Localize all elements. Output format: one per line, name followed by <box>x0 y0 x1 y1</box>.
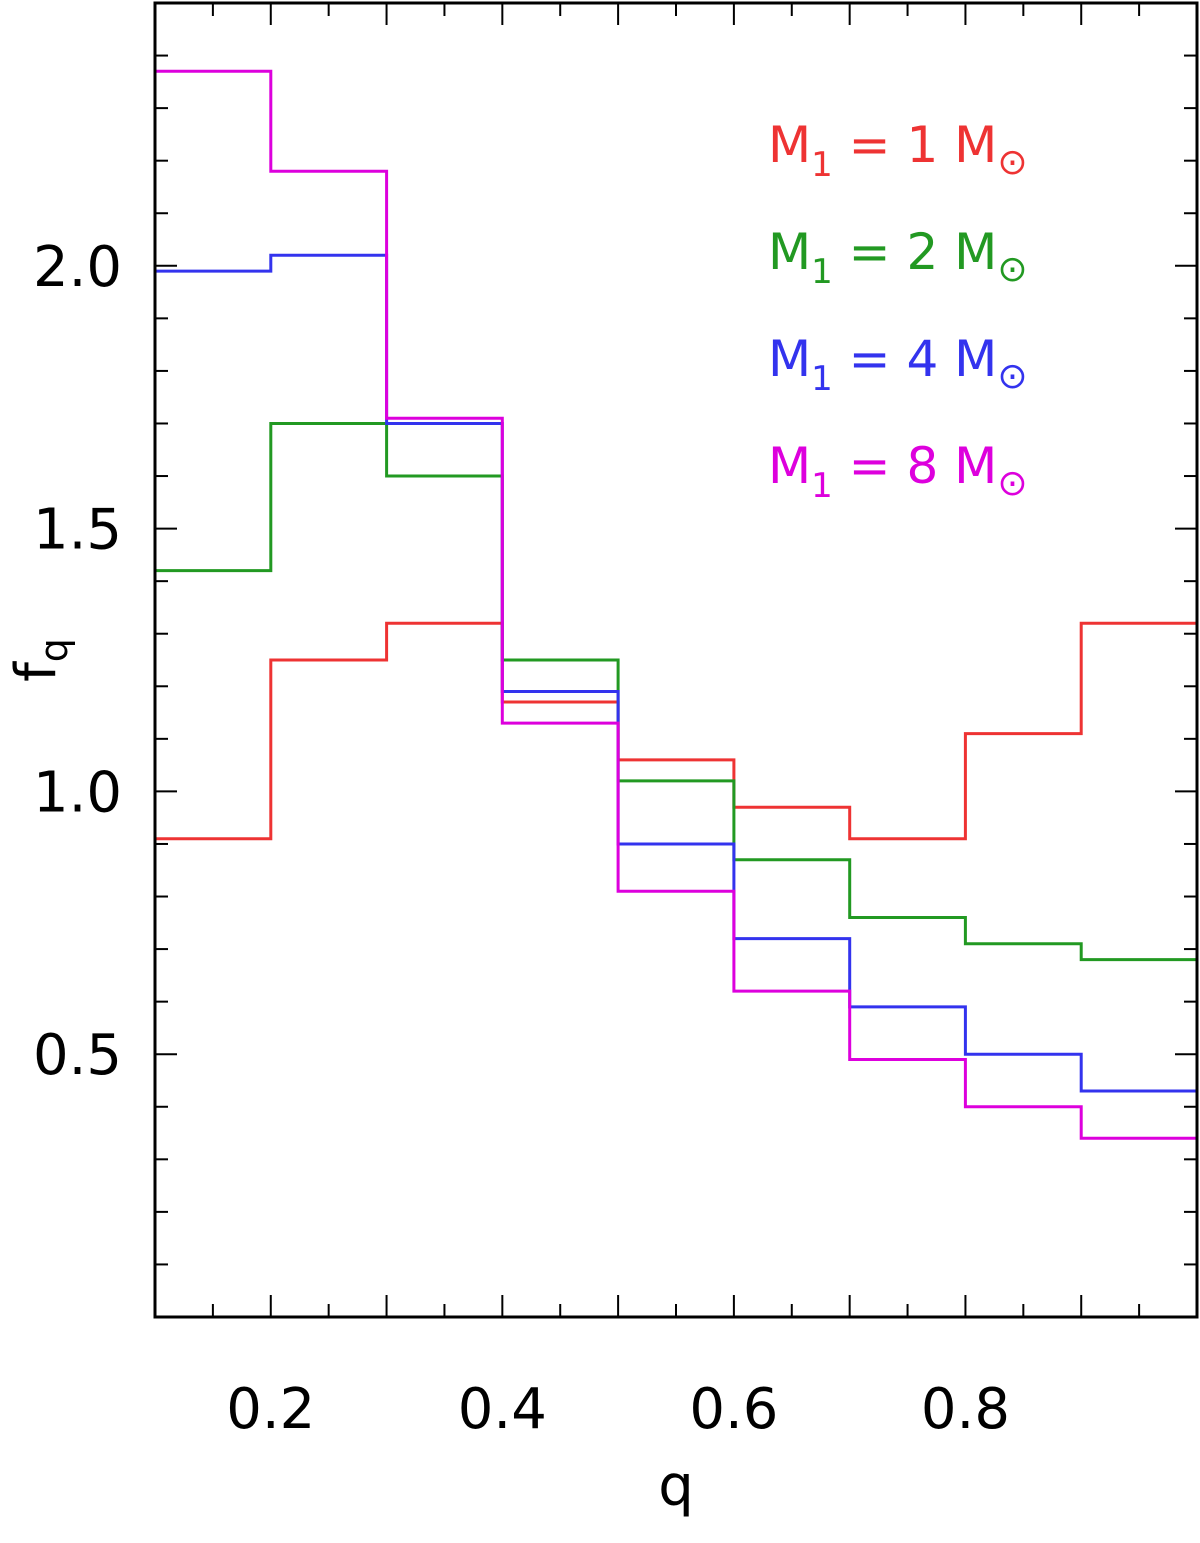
series-layer <box>155 69 1197 1140</box>
series-line-3 <box>155 253 1197 1093</box>
y-axis-label-main: f <box>4 661 69 682</box>
x-tick-label: 0.4 <box>458 1377 547 1442</box>
legend-entry-1: M1 = 1 M⊙ <box>768 116 1027 185</box>
x-tick-label: 0.2 <box>226 1377 315 1442</box>
series-line-1 <box>155 621 1197 841</box>
legend-entry-3: M1 = 4 M⊙ <box>768 330 1027 399</box>
plot-frame <box>153 1 1199 1319</box>
y-tick-label: 2.0 <box>33 235 122 300</box>
y-tick-label: 1.0 <box>33 760 122 825</box>
tick-labels: 0.2 0.4 0.6 0.8 0.5 1.0 1.5 2.0 <box>33 235 1010 1442</box>
legend-entry-2: M1 = 2 M⊙ <box>768 223 1027 292</box>
y-tick-label: 0.5 <box>33 1023 122 1088</box>
legend: M1 = 1 M⊙ M1 = 2 M⊙ M1 = 4 M⊙ M1 = 8 M⊙ <box>768 116 1027 506</box>
y-tick-label: 1.5 <box>33 498 122 563</box>
y-axis-label: fq <box>4 638 76 682</box>
svg-text:fq: fq <box>4 638 76 682</box>
y-axis-label-sub: q <box>32 638 76 662</box>
x-tick-label: 0.8 <box>921 1377 1010 1442</box>
series-line-4 <box>155 69 1197 1140</box>
legend-entry-4: M1 = 8 M⊙ <box>768 437 1027 506</box>
series-line-2 <box>155 422 1197 962</box>
x-axis-label: q <box>658 1454 694 1519</box>
x-tick-label: 0.6 <box>689 1377 778 1442</box>
